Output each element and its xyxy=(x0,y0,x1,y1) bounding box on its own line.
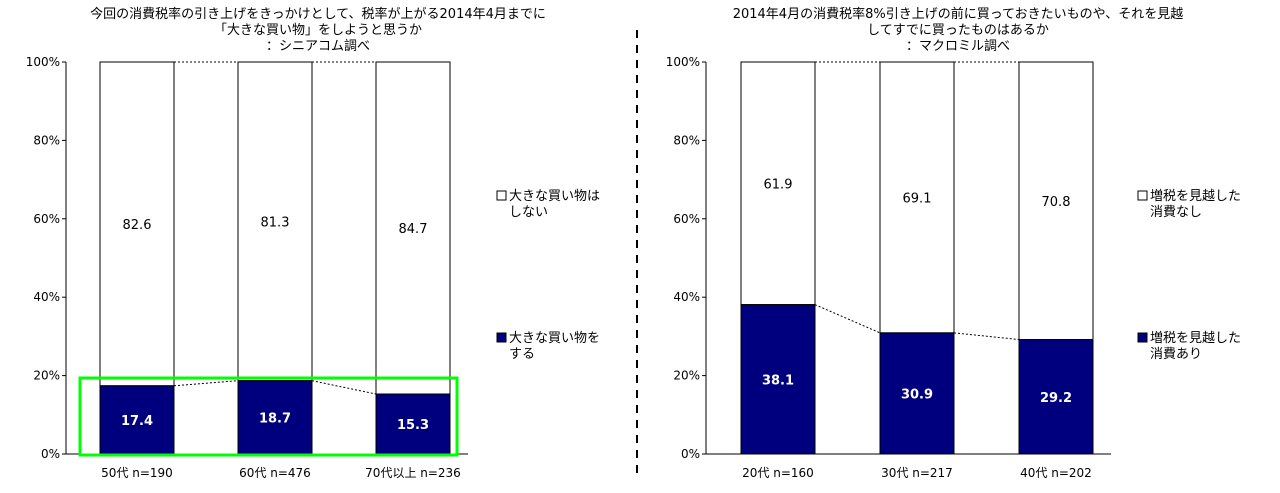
y-tick-label: 100% xyxy=(666,55,700,69)
data-label-upper: 81.3 xyxy=(261,215,290,230)
bar-segment-lower xyxy=(740,304,816,455)
series-connector-line xyxy=(953,332,1020,341)
legend-label-upper: 大きな買い物は xyxy=(509,189,600,204)
data-label-lower: 18.7 xyxy=(259,411,291,426)
x-category-label: 50代 n=190 xyxy=(101,466,173,480)
chart-2: 2014年4月の消費税率8%引き上げの前に買っておきたいものや、それを見越してす… xyxy=(666,6,1241,480)
data-label-lower: 30.9 xyxy=(901,387,933,402)
legend-label-lower: 消費あり xyxy=(1150,347,1202,362)
legend-label-upper: 増税を見越した xyxy=(1150,189,1241,204)
bar-segment-upper xyxy=(99,61,175,387)
y-tick-label: 20% xyxy=(33,369,60,383)
chart-title-line: ：マクロミル調べ xyxy=(906,39,1010,54)
bar-segment-lower xyxy=(1018,339,1094,455)
chart-title-line: 今回の消費税率の引き上げをきっかけとして、税率が上がる2014年4月までに xyxy=(90,6,546,22)
bar-segment-upper xyxy=(740,61,816,306)
x-category-label: 40代 n=202 xyxy=(1020,466,1092,480)
bar-segment-lower xyxy=(99,385,175,455)
y-tick-label: 80% xyxy=(33,133,60,147)
legend-label-lower: 大きな買い物を xyxy=(509,331,600,346)
bar-segment-lower xyxy=(237,380,313,455)
legend-label-upper: しない xyxy=(509,205,548,220)
bar-segment-lower xyxy=(375,393,451,455)
chart-title-line: 2014年4月の消費税率8%引き上げの前に買っておきたいものや、それを見越 xyxy=(733,6,1184,22)
legend-label-upper: 消費なし xyxy=(1150,205,1202,220)
y-tick-label: 0% xyxy=(681,447,700,461)
data-label-lower: 17.4 xyxy=(121,414,153,429)
data-label-upper: 69.1 xyxy=(903,191,932,206)
data-label-upper: 70.8 xyxy=(1042,195,1071,210)
x-category-label: 20代 n=160 xyxy=(742,466,814,480)
legend-swatch-upper xyxy=(496,190,507,201)
bar-segment-upper xyxy=(1018,61,1094,341)
series-connector-line xyxy=(311,380,377,395)
highlight-box xyxy=(78,376,459,457)
legend-label-lower: する xyxy=(509,347,535,362)
bar-segment-upper xyxy=(879,61,955,334)
data-label-upper: 61.9 xyxy=(764,177,793,192)
y-tick-label: 60% xyxy=(673,212,700,226)
chart-1: 今回の消費税率の引き上げをきっかけとして、税率が上がる2014年4月までに「大き… xyxy=(26,6,600,480)
legend-swatch-lower xyxy=(496,332,507,343)
series-connector-line xyxy=(814,304,881,334)
data-label-upper: 82.6 xyxy=(123,218,152,233)
data-label-lower: 15.3 xyxy=(397,418,429,433)
bar-segment-upper xyxy=(237,61,313,382)
bar-segment-upper xyxy=(375,61,451,395)
legend-swatch-upper xyxy=(1137,190,1148,201)
y-tick-label: 0% xyxy=(41,447,60,461)
x-category-label: 70代以上 n=236 xyxy=(365,466,461,480)
data-label-lower: 29.2 xyxy=(1040,391,1072,406)
y-tick-label: 40% xyxy=(673,290,700,304)
chart-title-line: 「大きな買い物」をしようと思うか xyxy=(214,23,422,38)
data-label-lower: 38.1 xyxy=(762,373,794,388)
chart-title-line: してすでに買ったものはあるか xyxy=(867,23,1049,38)
y-tick-label: 80% xyxy=(673,133,700,147)
y-tick-label: 40% xyxy=(33,290,60,304)
y-tick-label: 60% xyxy=(33,212,60,226)
y-tick-label: 100% xyxy=(26,55,60,69)
x-category-label: 60代 n=476 xyxy=(239,466,311,480)
data-label-upper: 84.7 xyxy=(399,222,428,237)
chart-title-line: ：シニアコム調べ xyxy=(266,39,370,54)
legend-swatch-lower xyxy=(1137,332,1148,343)
bar-segment-lower xyxy=(879,332,955,455)
y-tick-label: 20% xyxy=(673,369,700,383)
legend-label-lower: 増税を見越した xyxy=(1150,331,1241,346)
series-connector-line xyxy=(173,380,239,387)
x-category-label: 30代 n=217 xyxy=(881,466,953,480)
